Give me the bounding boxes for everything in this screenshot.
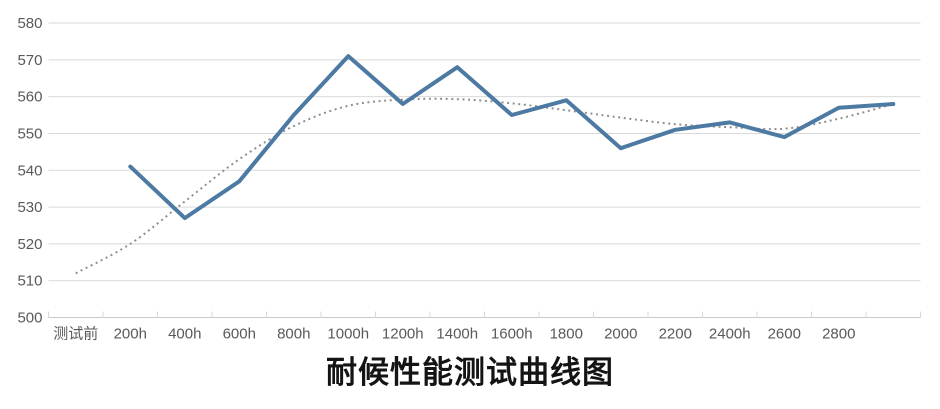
x-category-label: 600h (223, 326, 256, 343)
x-category-label: 2400h (709, 326, 751, 343)
x-category-label: 400h (168, 326, 201, 343)
x-category-label: 200h (114, 326, 147, 343)
x-category-label: 1000h (327, 326, 369, 343)
x-category-label: 2800 (822, 326, 855, 343)
x-category-label: 测试前 (53, 326, 98, 343)
measured-series-line (128, 54, 896, 221)
y-tick-label: 550 (17, 125, 42, 142)
y-tick-label: 570 (17, 52, 42, 69)
x-category-label: 2000 (604, 326, 637, 343)
y-tick-label: 520 (17, 236, 42, 253)
x-category-label: 1800 (550, 326, 583, 343)
x-category-label: 1600h (491, 326, 533, 343)
chart-title: 耐候性能测试曲线图 (326, 355, 614, 390)
y-tick-label: 510 (17, 273, 42, 290)
y-tick-label: 540 (17, 162, 42, 179)
trendline-dotted (75, 97, 894, 275)
y-tick-label: 560 (17, 89, 42, 106)
x-category-label: 2600 (768, 326, 801, 343)
x-category-label: 1200h (382, 326, 424, 343)
y-tick-label: 530 (17, 199, 42, 216)
x-category-label: 1400h (436, 326, 478, 343)
y-tick-label: 580 (17, 15, 42, 32)
chart-plot-area: 500 510 520 530 540 550 560 570 580 测试前 200h 400h 60… (17, 15, 921, 343)
x-category-label: 2200 (659, 326, 692, 343)
x-category-label: 800h (277, 326, 310, 343)
y-tick-label: 500 (17, 310, 42, 327)
